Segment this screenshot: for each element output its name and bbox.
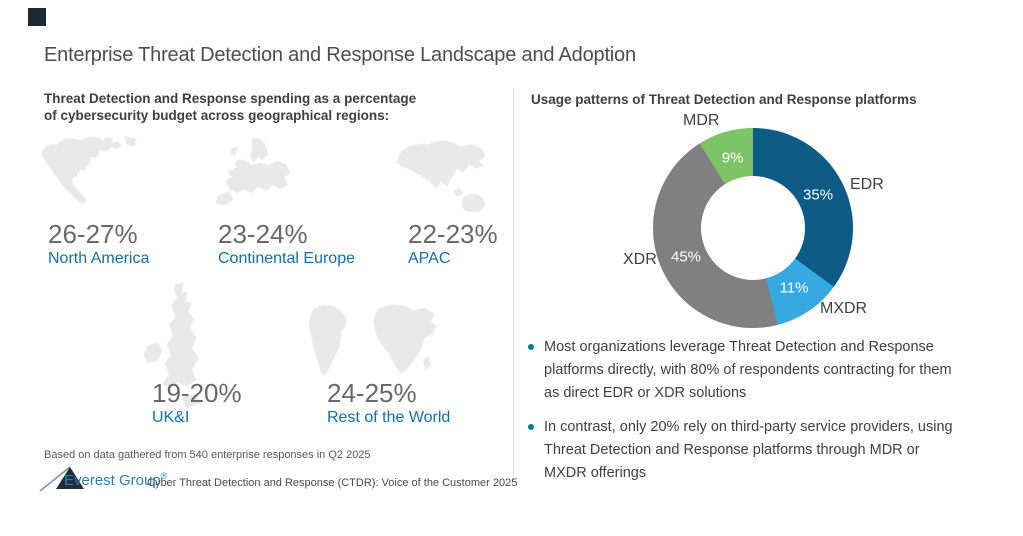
brand-label: Everest Group <box>64 472 161 489</box>
bullet-text: Most organizations leverage Threat Detec… <box>544 336 952 405</box>
bullet-line: as direct EDR or XDR solutions <box>544 385 747 401</box>
report-title: Cyber Threat Detection and Response (CTD… <box>147 477 518 489</box>
list-item: Most organizations leverage Threat Detec… <box>528 336 990 405</box>
right-section-heading: Usage patterns of Threat Detection and R… <box>531 92 917 107</box>
bullet-line: In contrast, only 20% rely on third-part… <box>544 419 953 435</box>
bullet-text: In contrast, only 20% rely on third-part… <box>544 416 953 485</box>
map-rest-of-world <box>296 300 448 395</box>
region-value: 26-27% <box>48 219 138 249</box>
insight-bullet-list: Most organizations leverage Threat Detec… <box>528 336 990 496</box>
left-heading-line2: of cybersecurity budget across geographi… <box>44 108 390 123</box>
donut-label-edr: EDR <box>850 176 884 193</box>
bullet-line: Threat Detection and Response platforms … <box>544 442 920 458</box>
donut-slice-value: 11% <box>779 279 809 297</box>
bullet-line: Most organizations leverage Threat Detec… <box>544 339 934 355</box>
map-north-america <box>38 134 143 223</box>
region-stat-continental-europe: 23-24% Continental Europe <box>218 221 355 268</box>
region-label: APAC <box>408 250 451 267</box>
left-section-heading: Threat Detection and Response spending a… <box>44 90 416 124</box>
list-item: In contrast, only 20% rely on third-part… <box>528 416 990 485</box>
region-label: UK&I <box>152 409 190 426</box>
region-stat-uki: 19-20% UK&I <box>152 380 242 427</box>
source-footnote: Based on data gathered from 540 enterpri… <box>44 449 371 461</box>
page-title: Enterprise Threat Detection and Response… <box>44 44 636 66</box>
bullet-line: MXDR offerings <box>544 465 647 481</box>
donut-slice-value: 45% <box>670 248 702 266</box>
region-stat-north-america: 26-27% North America <box>48 221 149 268</box>
map-apac <box>392 138 494 223</box>
region-value: 19-20% <box>152 378 242 408</box>
donut-slice-value: 35% <box>803 186 834 204</box>
region-label: North America <box>48 250 150 267</box>
region-value: 24-25% <box>327 378 417 408</box>
donut-hole <box>701 176 805 280</box>
corner-accent-square <box>28 8 46 26</box>
everest-group-logo-text: Everest Group® <box>64 471 167 489</box>
donut-chart: EDR MXDR XDR MDR 35% 11% 45% 9% <box>623 112 884 328</box>
region-label: Continental Europe <box>218 250 355 267</box>
bullet-dot-icon <box>528 344 534 350</box>
region-stat-rest-of-world: 24-25% Rest of the World <box>327 380 450 427</box>
registered-mark: ® <box>160 471 168 481</box>
vertical-divider <box>513 88 514 480</box>
region-label: Rest of the World <box>327 409 451 426</box>
donut-slice-value: 9% <box>721 149 744 167</box>
donut-label-mxdr: MXDR <box>820 300 868 317</box>
bullet-dot-icon <box>528 424 534 430</box>
donut-label-mdr: MDR <box>683 112 720 129</box>
everest-group-mountain-icon <box>38 463 102 498</box>
region-value: 22-23% <box>408 219 498 249</box>
bullet-line: platforms directly, with 80% of responde… <box>544 362 952 378</box>
map-uk-ireland <box>128 280 216 413</box>
map-continental-europe <box>207 136 309 223</box>
donut-label-xdr: XDR <box>623 251 657 268</box>
region-value: 23-24% <box>218 219 308 249</box>
left-heading-line1: Threat Detection and Response spending a… <box>44 91 417 106</box>
region-stat-apac: 22-23% APAC <box>408 221 498 268</box>
